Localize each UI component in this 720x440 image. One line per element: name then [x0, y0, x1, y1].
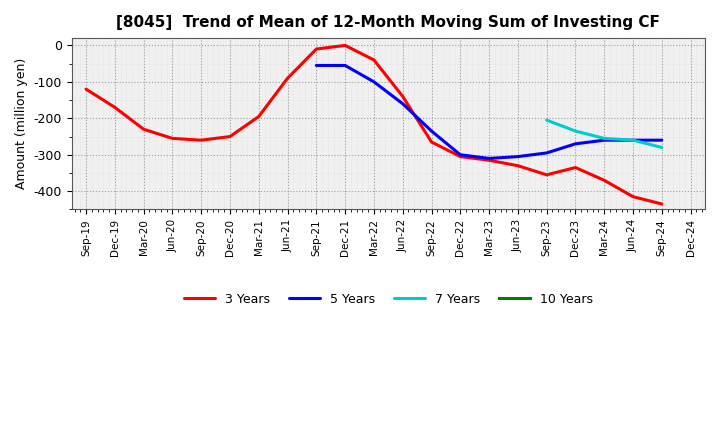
7 Years [600, 136, 608, 141]
5 Years [657, 138, 666, 143]
3 Years [168, 136, 176, 141]
7 Years [657, 145, 666, 150]
3 Years [629, 194, 637, 199]
3 Years [427, 139, 436, 145]
7 Years [629, 138, 637, 143]
Line: 3 Years: 3 Years [86, 45, 662, 204]
5 Years [629, 138, 637, 143]
5 Years [485, 156, 493, 161]
3 Years [225, 134, 234, 139]
5 Years [513, 154, 522, 159]
3 Years [312, 46, 320, 51]
5 Years [312, 63, 320, 68]
7 Years [542, 117, 551, 123]
3 Years [571, 165, 580, 170]
3 Years [139, 127, 148, 132]
3 Years [600, 178, 608, 183]
7 Years [571, 128, 580, 134]
Y-axis label: Amount (million yen): Amount (million yen) [15, 58, 28, 189]
5 Years [456, 152, 464, 158]
5 Years [369, 79, 378, 84]
3 Years [254, 114, 263, 119]
3 Years [485, 158, 493, 163]
5 Years [600, 138, 608, 143]
3 Years [197, 138, 205, 143]
3 Years [369, 57, 378, 62]
5 Years [542, 150, 551, 156]
5 Years [341, 63, 349, 68]
3 Years [110, 105, 119, 110]
3 Years [398, 94, 407, 99]
Line: 7 Years: 7 Years [546, 120, 662, 147]
3 Years [657, 202, 666, 207]
3 Years [542, 172, 551, 177]
Title: [8045]  Trend of Mean of 12-Month Moving Sum of Investing CF: [8045] Trend of Mean of 12-Month Moving … [117, 15, 660, 30]
3 Years [82, 87, 91, 92]
3 Years [456, 154, 464, 159]
Line: 5 Years: 5 Years [316, 66, 662, 158]
3 Years [513, 163, 522, 169]
5 Years [427, 128, 436, 134]
3 Years [341, 43, 349, 48]
5 Years [398, 101, 407, 106]
5 Years [571, 141, 580, 147]
3 Years [283, 76, 292, 81]
Legend: 3 Years, 5 Years, 7 Years, 10 Years: 3 Years, 5 Years, 7 Years, 10 Years [179, 288, 598, 311]
